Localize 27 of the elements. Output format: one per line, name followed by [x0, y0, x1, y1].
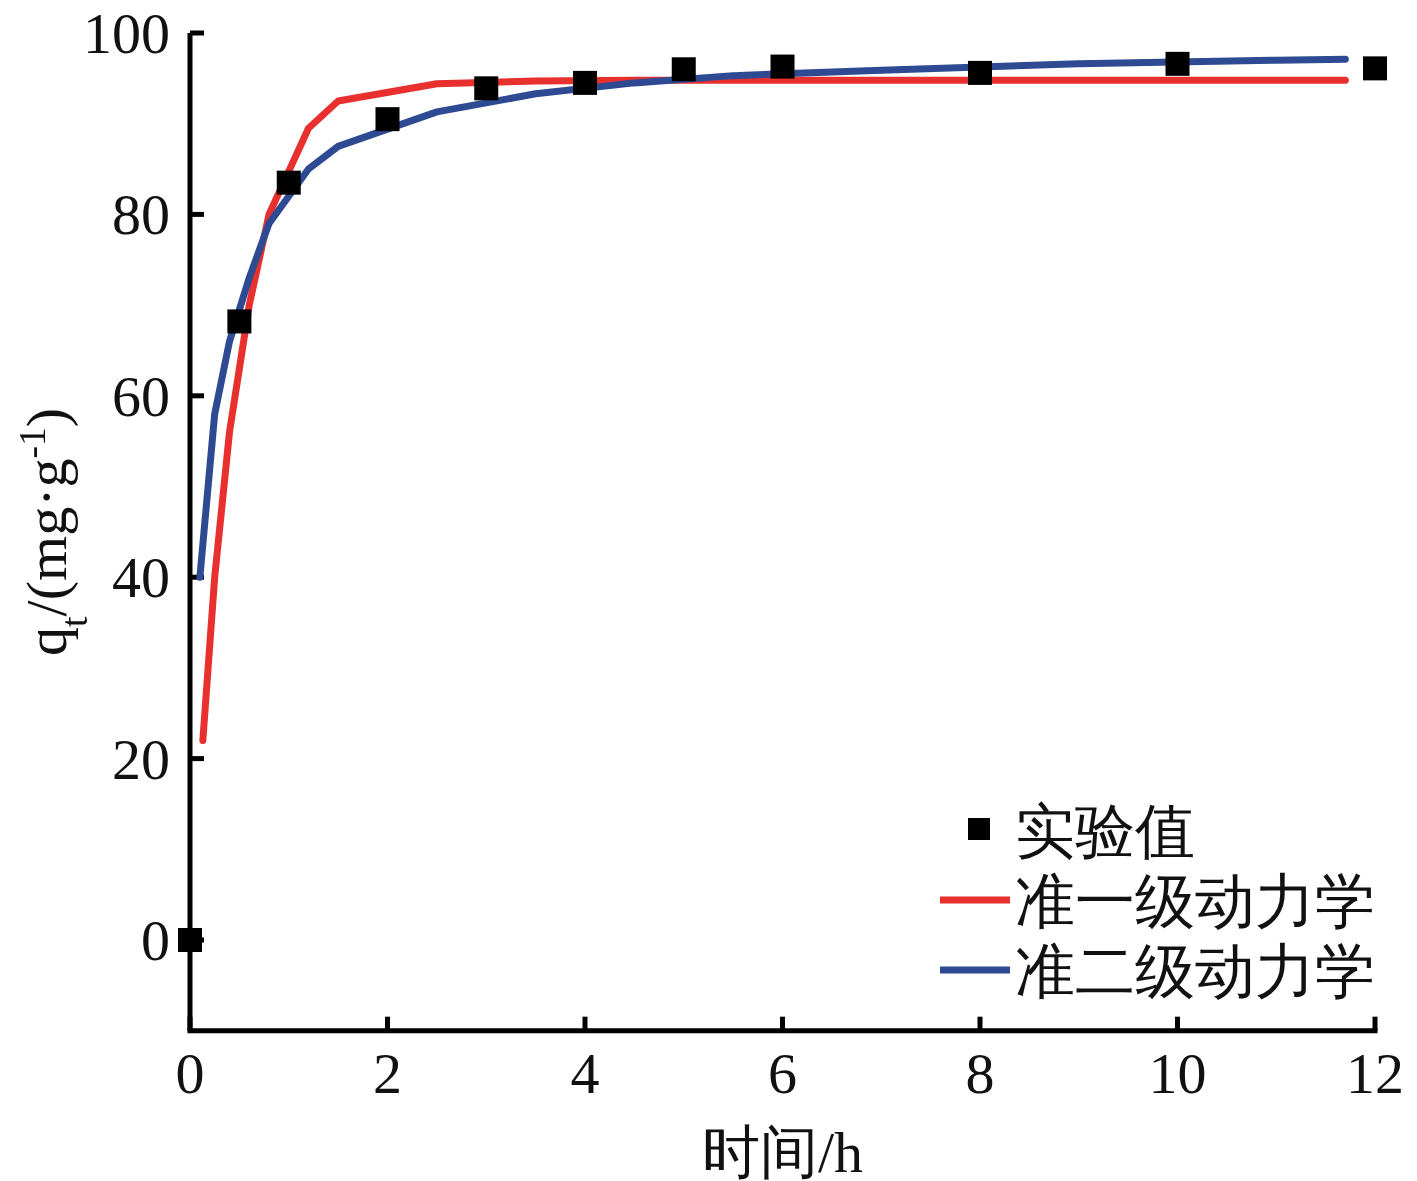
- x-axis-title: 时间/h: [701, 1120, 864, 1181]
- point: [1363, 56, 1387, 81]
- point: [474, 76, 499, 101]
- y-tick-label: 0: [141, 908, 170, 973]
- point: [375, 107, 400, 132]
- point: [276, 170, 301, 195]
- legend-label: 准一级动力学: [1015, 869, 1375, 935]
- point: [227, 309, 252, 334]
- point: [770, 54, 795, 79]
- x-tick-label: 4: [570, 1040, 600, 1106]
- point: [1165, 51, 1190, 76]
- y-tick-label: 40: [112, 545, 170, 611]
- y-tick-label: 100: [83, 1, 170, 66]
- point: [573, 70, 597, 95]
- point: [178, 928, 202, 952]
- point: [671, 57, 696, 82]
- x-tick-label: 8: [965, 1040, 995, 1106]
- legend-label: 实验值: [1015, 799, 1195, 865]
- y-tick-label: 20: [112, 726, 170, 792]
- x-tick-label: 12: [1346, 1040, 1404, 1106]
- x-tick-label: 2: [373, 1040, 402, 1106]
- x-tick-label: 6: [768, 1040, 797, 1106]
- y-tick-label: 60: [112, 363, 170, 429]
- point: [968, 60, 992, 85]
- x-tick-label: 10: [1148, 1040, 1207, 1106]
- y-tick-label: 80: [112, 182, 170, 248]
- legend-label: 准二级动力学: [1015, 939, 1375, 1005]
